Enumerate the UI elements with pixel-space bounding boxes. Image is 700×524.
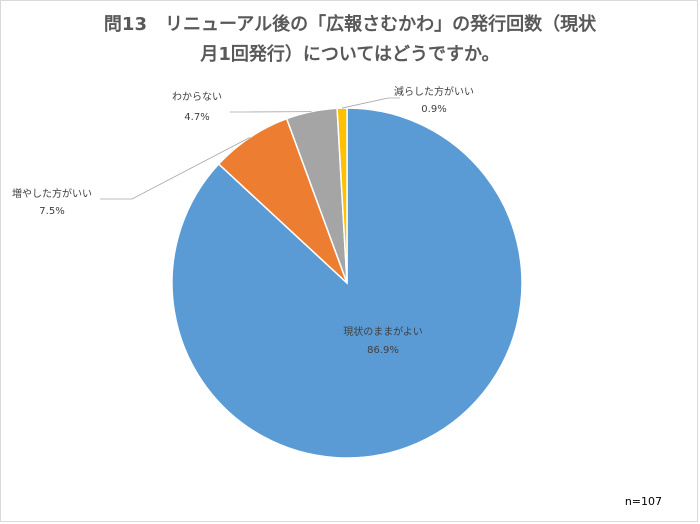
sample-size-note: n=107 [624,495,662,508]
slice-value-label-1: 86.9% [367,345,399,356]
slice-value-label-2: 7.5% [39,206,64,217]
slice-value-label-4: 0.9% [421,104,446,115]
slice-name-label-3: わからない [172,91,222,103]
pie-labels: 現状のままがよい 86.9% 増やした方がいい 7.5% わからない 4.7% 減らした方が… [12,85,474,356]
chart-title: 問13 リニューアル後の「広報さむかわ」の発行回数（現状 月1回発行）については… [0,10,700,70]
pie-slices [171,107,523,459]
leader-line-4 [341,97,400,109]
chart-title-line-2: 月1回発行）についてはどうですか。 [200,44,500,65]
slice-name-label-2: 増やした方がいい [12,187,92,200]
pie-slice-4 [336,107,348,284]
slice-name-label-4: 減らした方がいい [394,85,474,98]
slice-name-label-1: 現状のままがよい [343,325,423,338]
slice-value-label-3: 4.7% [184,112,209,123]
leader-line-2 [100,136,251,200]
chart-title-line-1: 問13 リニューアル後の「広報さむかわ」の発行回数（現状 [103,14,597,35]
